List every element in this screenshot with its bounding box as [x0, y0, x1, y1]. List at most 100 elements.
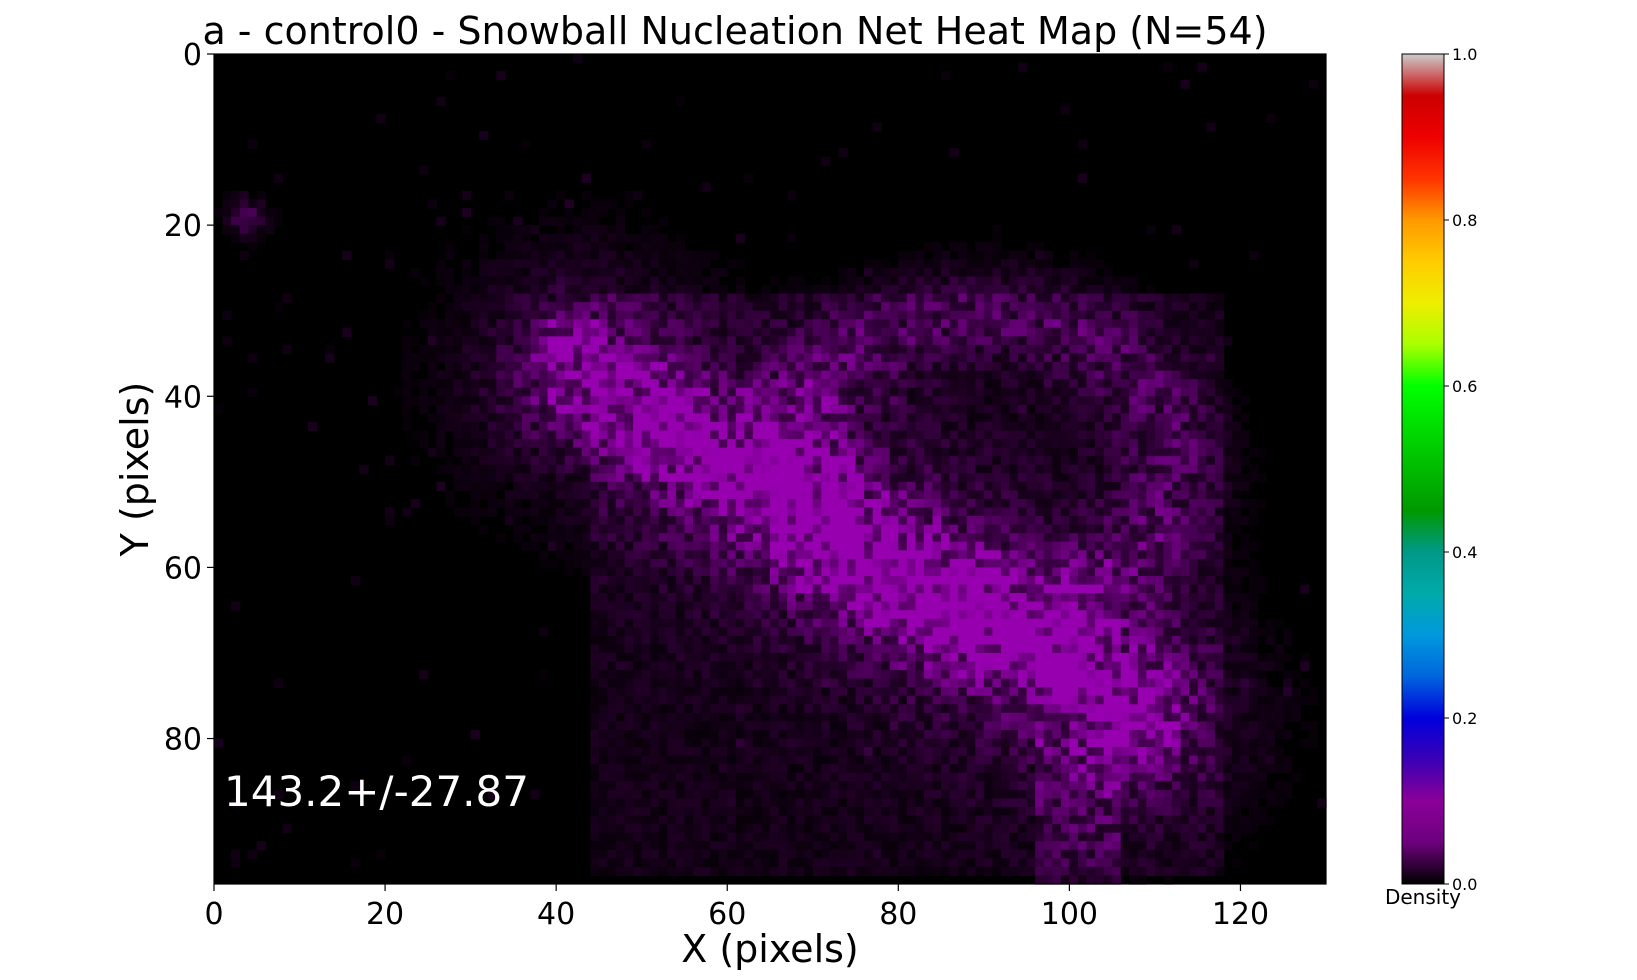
heatmap-cell: [872, 678, 882, 688]
heatmap-cell: [1214, 678, 1224, 688]
heatmap-cell: [1231, 644, 1242, 654]
heatmap-cell: [949, 276, 959, 286]
heatmap-cell: [693, 652, 703, 663]
heatmap-cell: [1154, 558, 1165, 569]
heatmap-cell: [1197, 370, 1207, 380]
heatmap-cell: [1060, 447, 1070, 457]
heatmap-cell: [821, 276, 831, 286]
heatmap-cell: [727, 618, 737, 628]
heatmap-cell: [855, 712, 865, 723]
heatmap-cell: [1035, 678, 1045, 688]
heatmap-cell: [1043, 285, 1053, 295]
heatmap-cell: [1120, 695, 1130, 705]
heatmap-cell: [727, 687, 737, 697]
heatmap-cell: [462, 404, 472, 414]
heatmap-cell: [1172, 430, 1182, 440]
heatmap-cell: [770, 439, 780, 449]
heatmap-cell: [1163, 524, 1173, 534]
heatmap-cell: [444, 404, 455, 414]
heatmap-cell: [504, 327, 514, 337]
heatmap-cell: [556, 516, 566, 526]
heatmap-cell: [1026, 678, 1036, 688]
heatmap-cell: [1137, 370, 1147, 380]
heatmap-cell: [1112, 285, 1122, 295]
heatmap-cell: [966, 362, 976, 372]
heatmap-cell: [855, 670, 865, 680]
heatmap-cell: [624, 250, 634, 260]
heatmap-cell: [752, 404, 763, 414]
heatmap-cell: [1197, 319, 1207, 329]
heatmap-cell: [761, 593, 771, 603]
heatmap-cell: [650, 293, 660, 303]
heatmap-cell: [864, 610, 874, 620]
heatmap-cell: [1069, 456, 1079, 466]
heatmap-cell: [1223, 464, 1233, 474]
heatmap-cell: [795, 456, 805, 466]
heatmap-cell: [1035, 379, 1045, 389]
heatmap-cell: [1009, 584, 1019, 594]
heatmap-cell: [881, 584, 891, 594]
heatmap-cell: [564, 447, 574, 457]
heatmap-cell: [1009, 610, 1019, 620]
heatmap-cell: [1069, 541, 1079, 551]
heatmap-cell: [1052, 481, 1062, 491]
heatmap-cell: [684, 498, 694, 509]
heatmap-cell: [770, 567, 780, 577]
heatmap-cell: [1189, 695, 1199, 705]
heatmap-cell: [1069, 353, 1079, 363]
heatmap-cell: [983, 644, 993, 654]
heatmap-cell: [504, 259, 514, 269]
heatmap-cell: [1035, 541, 1045, 551]
heatmap-cell: [1240, 593, 1250, 603]
heatmap-cell: [1223, 447, 1233, 457]
heatmap-cell: [1018, 421, 1028, 432]
heatmap-cell: [1026, 533, 1036, 543]
heatmap-cell: [616, 430, 626, 440]
heatmap-cell: [718, 712, 728, 723]
heatmap-cell: [1223, 541, 1233, 551]
heatmap-cell: [958, 336, 968, 346]
heatmap-cell: [693, 396, 703, 406]
heatmap-cell: [496, 319, 506, 329]
heatmap-cell: [812, 404, 822, 414]
heatmap-cell: [821, 601, 831, 611]
heatmap-cell: [812, 687, 822, 697]
heatmap-cell: [453, 293, 463, 303]
heatmap-cell: [624, 276, 634, 286]
heatmap-cell: [1146, 310, 1156, 320]
heatmap-cell: [761, 473, 771, 483]
heatmap-cell: [248, 225, 258, 235]
heatmap-cell: [1035, 507, 1045, 517]
heatmap-cell: [684, 567, 694, 577]
heatmap-cell: [923, 404, 934, 414]
heatmap-cell: [1112, 310, 1122, 320]
heatmap-cell: [530, 379, 540, 389]
heatmap-cell: [829, 575, 840, 586]
heatmap-cell: [838, 421, 848, 432]
heatmap-cell: [1018, 370, 1028, 380]
heatmap-cell: [932, 601, 942, 611]
heatmap-cell: [923, 533, 934, 543]
heatmap-cell: [1018, 507, 1028, 517]
heatmap-cell: [684, 695, 694, 705]
heatmap-cell: [889, 353, 899, 363]
heatmap-cell: [402, 421, 412, 432]
heatmap-cell: [778, 635, 788, 646]
heatmap-cell: [1052, 575, 1062, 586]
heatmap-cell: [770, 456, 780, 466]
heatmap-cell: [1112, 670, 1122, 680]
heatmap-cell: [1095, 533, 1105, 543]
heatmap-cell: [1052, 344, 1062, 355]
heatmap-cell: [795, 464, 805, 474]
heatmap-cell: [770, 276, 780, 286]
heatmap-cell: [1018, 635, 1028, 646]
heatmap-cell: [479, 370, 489, 380]
heatmap-cell: [898, 687, 908, 697]
heatmap-cell: [821, 456, 831, 466]
heatmap-cell: [1249, 541, 1259, 551]
heatmap-cell: [1069, 533, 1079, 543]
heatmap-cell: [966, 627, 976, 637]
heatmap-cell: [838, 404, 848, 414]
heatmap-cell: [693, 336, 703, 346]
heatmap-cell: [1009, 259, 1019, 269]
